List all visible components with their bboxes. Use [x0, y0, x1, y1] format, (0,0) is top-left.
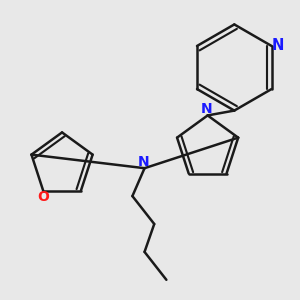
Text: N: N: [272, 38, 284, 53]
Text: N: N: [138, 154, 150, 169]
Text: O: O: [37, 190, 49, 204]
Text: N: N: [201, 102, 212, 116]
